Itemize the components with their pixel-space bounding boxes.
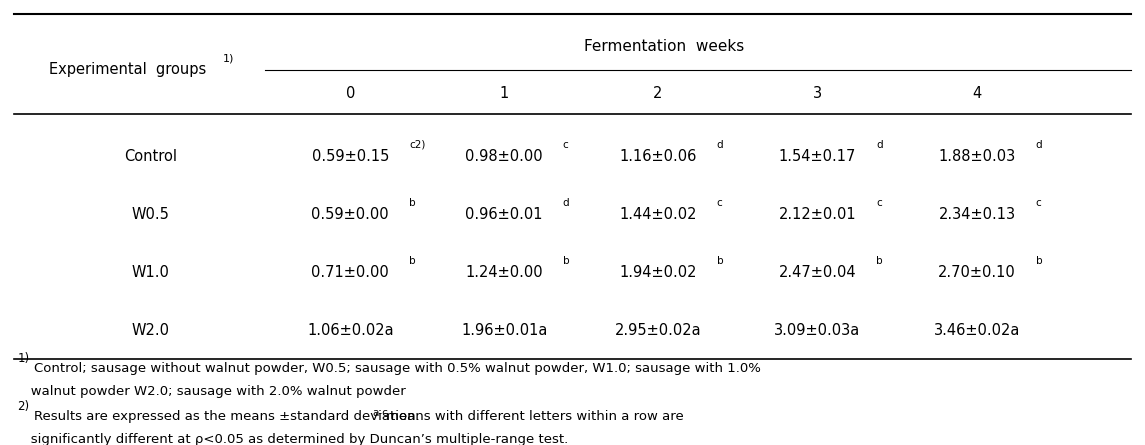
Text: 1): 1): [222, 53, 234, 63]
Text: 2.12±0.01: 2.12±0.01: [779, 207, 856, 222]
Text: 2.47±0.04: 2.47±0.04: [779, 265, 856, 280]
Text: 3: 3: [813, 86, 822, 101]
Text: c: c: [717, 198, 722, 208]
Text: 1.88±0.03: 1.88±0.03: [939, 149, 1016, 164]
Text: 2: 2: [654, 86, 663, 101]
Text: c: c: [876, 198, 882, 208]
Text: b: b: [876, 256, 883, 266]
Text: 2.70±0.10: 2.70±0.10: [938, 265, 1016, 280]
Text: significantly different at ρ<0.05 as determined by Duncan’s multiple-range test.: significantly different at ρ<0.05 as det…: [17, 433, 568, 445]
Text: b: b: [563, 256, 569, 266]
Text: Control; sausage without walnut powder, W0.5; sausage with 0.5% walnut powder, W: Control; sausage without walnut powder, …: [33, 362, 760, 376]
Text: 0.71±0.00: 0.71±0.00: [311, 265, 389, 280]
Text: 1.06±0.02a: 1.06±0.02a: [307, 323, 394, 338]
Text: d: d: [717, 140, 724, 150]
Text: b: b: [717, 256, 724, 266]
Text: b: b: [409, 198, 416, 208]
Text: W0.5: W0.5: [132, 207, 169, 222]
Text: 0: 0: [346, 86, 355, 101]
Text: c: c: [1036, 198, 1042, 208]
Text: 1.24±0.00: 1.24±0.00: [465, 265, 543, 280]
Text: walnut powder W2.0; sausage with 2.0% walnut powder: walnut powder W2.0; sausage with 2.0% wa…: [17, 385, 405, 398]
Text: 4: 4: [972, 86, 981, 101]
Text: 3.46±0.02a: 3.46±0.02a: [934, 323, 1020, 338]
Text: W2.0: W2.0: [132, 323, 169, 338]
Text: 0.98±0.00: 0.98±0.00: [465, 149, 543, 164]
Text: W1.0: W1.0: [132, 265, 169, 280]
Text: Fermentation  weeks: Fermentation weeks: [584, 39, 744, 54]
Text: 1): 1): [17, 352, 30, 365]
Text: b: b: [1036, 256, 1042, 266]
Text: Experimental  groups: Experimental groups: [49, 62, 207, 77]
Text: d: d: [1036, 140, 1042, 150]
Text: 1.54±0.17: 1.54±0.17: [779, 149, 856, 164]
Text: 2.95±0.02a: 2.95±0.02a: [615, 323, 701, 338]
Text: c2): c2): [409, 140, 425, 150]
Text: 0.59±0.00: 0.59±0.00: [311, 207, 389, 222]
Text: means with different letters within a row are: means with different letters within a ro…: [386, 410, 684, 423]
Text: 1.96±0.01a: 1.96±0.01a: [461, 323, 547, 338]
Text: Control: Control: [125, 149, 177, 164]
Text: Results are expressed as the means ±standard deviation.: Results are expressed as the means ±stan…: [33, 410, 419, 423]
Text: d: d: [563, 198, 569, 208]
Text: 0.96±0.01: 0.96±0.01: [465, 207, 543, 222]
Text: 1.16±0.06: 1.16±0.06: [619, 149, 696, 164]
Text: 1.44±0.02: 1.44±0.02: [619, 207, 696, 222]
Text: 0.59±0.15: 0.59±0.15: [311, 149, 389, 164]
Text: d: d: [876, 140, 883, 150]
Text: a-c: a-c: [372, 409, 388, 418]
Text: 1: 1: [499, 86, 508, 101]
Text: c: c: [563, 140, 569, 150]
Text: 1.94±0.02: 1.94±0.02: [619, 265, 696, 280]
Text: b: b: [409, 256, 416, 266]
Text: 3.09±0.03a: 3.09±0.03a: [774, 323, 861, 338]
Text: 2): 2): [17, 400, 30, 413]
Text: 2.34±0.13: 2.34±0.13: [939, 207, 1016, 222]
